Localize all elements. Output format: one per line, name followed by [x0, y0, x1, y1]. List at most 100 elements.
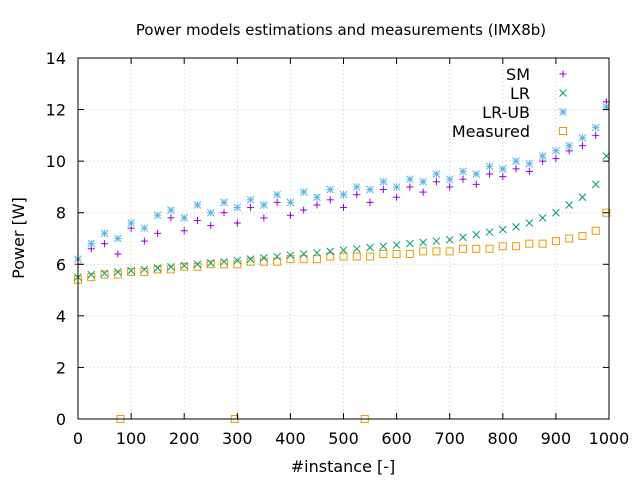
data-point — [299, 250, 308, 258]
data-point — [326, 196, 334, 204]
data-point — [379, 177, 388, 186]
data-point — [193, 216, 201, 224]
legend-label: SM — [506, 65, 530, 84]
y-tick-label: 8 — [56, 204, 66, 223]
x-tick-label: 700 — [434, 429, 465, 448]
data-point — [180, 214, 189, 222]
data-point — [366, 252, 375, 261]
data-point — [602, 208, 611, 217]
data-point — [499, 173, 507, 181]
legend-item: LR — [510, 84, 567, 103]
data-point — [419, 177, 428, 186]
legend-label: LR — [510, 84, 530, 103]
data-point — [207, 222, 215, 230]
data-point — [406, 175, 414, 184]
data-point — [313, 201, 321, 209]
data-point — [432, 178, 440, 186]
data-point — [87, 270, 96, 279]
data-point — [498, 225, 507, 234]
data-point — [300, 206, 308, 214]
data-point — [459, 233, 467, 242]
data-point — [419, 238, 428, 247]
data-point — [578, 193, 587, 202]
data-point — [167, 263, 175, 271]
data-point — [578, 142, 586, 150]
legend-label: Measured — [452, 122, 530, 141]
y-tick-label: 12 — [46, 101, 66, 120]
data-point — [233, 219, 241, 227]
data-point — [140, 268, 149, 277]
data-point — [259, 201, 268, 209]
data-point — [153, 264, 162, 273]
data-point — [392, 249, 401, 258]
data-point — [512, 242, 521, 251]
data-point — [446, 183, 454, 191]
data-point — [100, 229, 109, 238]
series-sm — [74, 98, 610, 268]
data-point — [339, 246, 348, 254]
data-point — [206, 260, 215, 269]
data-point — [326, 252, 335, 261]
data-point — [206, 208, 215, 217]
data-point — [339, 252, 348, 261]
x-tick-label: 600 — [381, 429, 412, 448]
data-point — [472, 180, 480, 188]
data-point — [193, 201, 202, 209]
data-point — [193, 260, 202, 269]
legend-label: LR-UB — [482, 103, 530, 122]
data-point — [87, 273, 96, 282]
data-point — [525, 167, 533, 175]
data-point — [498, 165, 507, 173]
data-point — [472, 170, 481, 178]
data-point — [538, 152, 547, 160]
data-point — [127, 266, 135, 275]
data-point — [153, 265, 162, 274]
data-point — [326, 247, 335, 256]
data-point — [286, 211, 294, 219]
data-point — [273, 252, 281, 261]
grid — [78, 58, 609, 419]
data-point — [486, 170, 494, 178]
data-point — [154, 229, 162, 237]
data-point — [512, 223, 520, 231]
data-point — [432, 170, 441, 178]
data-point — [140, 224, 149, 233]
y-tick-label: 4 — [56, 307, 66, 326]
x-tick-label: 900 — [541, 429, 572, 448]
data-point — [220, 198, 228, 207]
data-point — [259, 253, 268, 262]
data-point — [512, 157, 520, 165]
series-lr-ub — [74, 103, 611, 263]
data-point — [392, 241, 401, 249]
data-point — [87, 239, 96, 248]
data-point — [246, 195, 255, 204]
data-point — [140, 265, 149, 274]
data-point — [379, 242, 388, 251]
data-point — [552, 146, 560, 155]
x-tick-label: 300 — [222, 429, 253, 448]
series-lr — [74, 152, 611, 282]
data-point — [485, 228, 494, 236]
data-point — [538, 214, 547, 222]
data-point — [246, 257, 255, 266]
data-point — [180, 261, 189, 270]
y-tick-label: 6 — [56, 255, 66, 274]
data-point — [260, 214, 268, 222]
data-point — [180, 262, 189, 271]
data-point — [406, 239, 414, 248]
data-point — [565, 234, 574, 243]
data-point — [273, 190, 281, 199]
data-point — [498, 242, 507, 251]
data-point — [565, 201, 574, 209]
data-point — [167, 206, 175, 214]
data-point — [458, 244, 467, 253]
data-point — [220, 260, 229, 269]
data-point — [220, 209, 228, 217]
data-point — [445, 247, 454, 256]
data-point — [459, 175, 467, 183]
data-point — [326, 185, 335, 194]
data-point — [273, 257, 282, 266]
data-point — [525, 219, 534, 227]
data-point — [432, 247, 441, 256]
data-point — [313, 248, 321, 257]
